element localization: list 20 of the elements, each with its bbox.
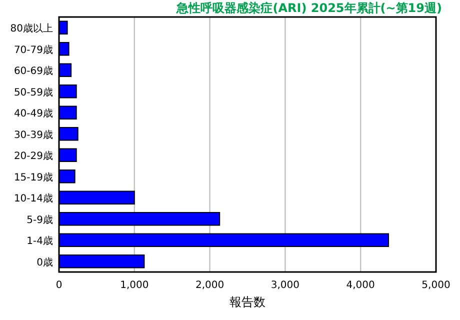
y-tick-label: 30-39歳	[14, 128, 53, 141]
y-tick-label: 50-59歳	[14, 86, 53, 98]
y-tick-label: 15-19歳	[14, 171, 53, 184]
y-tick-label: 5-9歳	[26, 214, 53, 226]
y-tick-label: 1-4歳	[26, 235, 53, 248]
x-axis-title: 報告数	[230, 295, 266, 309]
chart-title: 急性呼吸器感染症(ARI) 2025年累計(~第19週)	[176, 1, 442, 15]
x-tick-label: 5,000	[422, 280, 450, 291]
x-tick-label: 4,000	[346, 280, 375, 291]
y-tick-label: 70-79歳	[14, 44, 53, 56]
y-tick-label: 20-29歳	[14, 150, 53, 162]
y-tick-label: 60-69歳	[14, 65, 53, 78]
y-tick-label: 80歳以上	[10, 22, 53, 35]
x-tick-label: 2,000	[195, 280, 224, 291]
x-tick-label: 3,000	[270, 280, 300, 291]
y-tick-label: 0歳	[36, 256, 53, 268]
y-tick-label: 10-14歳	[14, 192, 53, 205]
x-tick-label: 0	[56, 280, 62, 291]
y-tick-label: 40-49歳	[14, 108, 53, 120]
x-tick-label: 1,000	[120, 280, 149, 291]
